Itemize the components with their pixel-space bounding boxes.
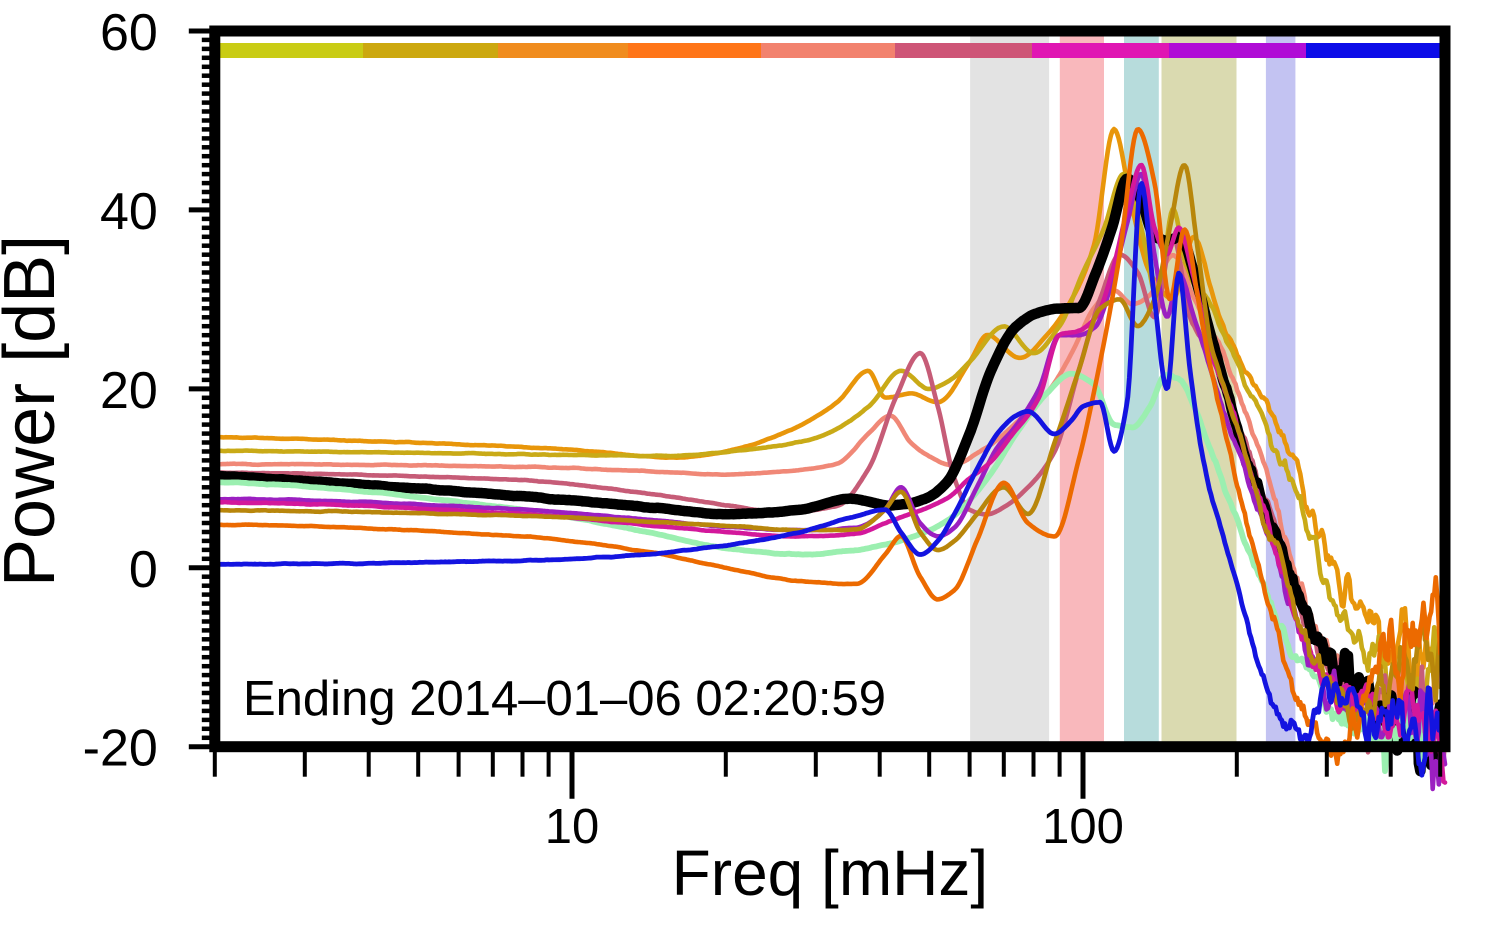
svg-text:60: 60	[100, 4, 158, 62]
svg-text:10: 10	[545, 800, 600, 854]
svg-text:Power [dB]: Power [dB]	[0, 235, 70, 587]
svg-text:40: 40	[100, 183, 158, 241]
svg-text:0: 0	[129, 541, 158, 599]
svg-text:Ending 2014–01–06 02:20:59: Ending 2014–01–06 02:20:59	[243, 672, 886, 726]
svg-text:-20: -20	[83, 720, 158, 778]
svg-text:20: 20	[100, 362, 158, 420]
svg-text:100: 100	[1042, 800, 1124, 854]
svg-text:Freq [mHz]: Freq [mHz]	[672, 837, 988, 909]
